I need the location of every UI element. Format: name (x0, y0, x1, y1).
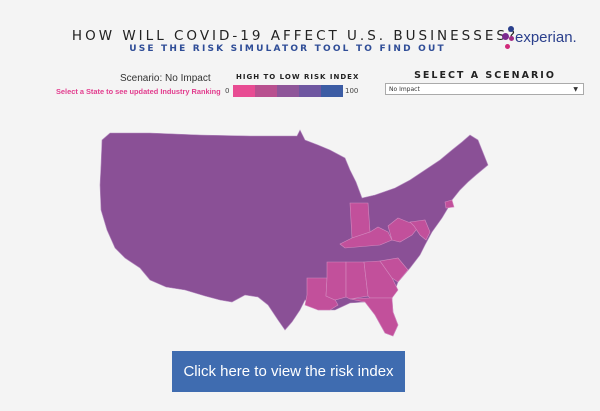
state-hint: Select a State to see updated Industry R… (56, 87, 221, 96)
experian-logo: experian. (502, 24, 582, 54)
legend-title: HIGH TO LOW RISK INDEX (236, 73, 360, 81)
state-mississippi[interactable] (325, 261, 347, 301)
page-subtitle: USE THE RISK SIMULATOR TOOL TO FIND OUT (129, 44, 446, 54)
state-florida[interactable] (349, 297, 399, 337)
legend-min: 0 (225, 87, 230, 95)
legend-swatch (255, 85, 277, 97)
legend-max: 100 (345, 87, 359, 95)
view-risk-index-button[interactable]: Click here to view the risk index (172, 351, 405, 392)
state-south-carolina[interactable] (379, 257, 409, 283)
scenario-label: Scenario: No Impact (120, 73, 211, 84)
legend-swatch (277, 85, 299, 97)
legend-color-bar (233, 85, 343, 97)
page-title: HOW WILL COVID-19 AFFECT U.S. BUSINESSES… (71, 28, 519, 44)
dropdown-arrow-icon: ▼ (573, 86, 578, 93)
scenario-dropdown-value: No Impact (389, 86, 420, 93)
state-alabama[interactable] (345, 261, 369, 300)
state-maryland-delaware[interactable] (409, 219, 431, 241)
highlighted-states (304, 199, 455, 337)
state-connecticut[interactable] (444, 199, 455, 209)
state-kentucky[interactable] (339, 226, 393, 249)
legend-swatch (299, 85, 321, 97)
legend-swatch (321, 85, 343, 97)
legend-swatch (233, 85, 255, 97)
select-scenario-title: SELECT A SCENARIO (414, 70, 556, 81)
scenario-dropdown[interactable]: No Impact ▼ (385, 83, 584, 95)
